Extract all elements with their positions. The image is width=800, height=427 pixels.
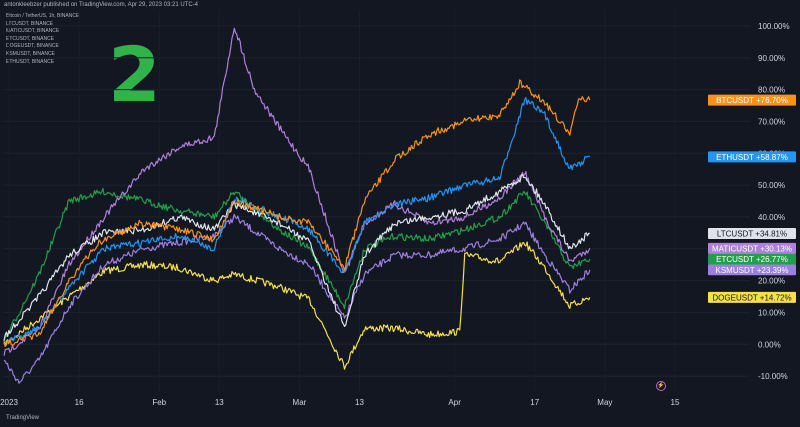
y-tick-label: 80.00% xyxy=(758,86,785,95)
series-tag-btcusdt: BTCUSDT +76.70% xyxy=(708,94,796,106)
series-tag-text: ETCUSDT +26.77% xyxy=(716,255,788,264)
series-tag-text: BTCUSDT +76.70% xyxy=(716,96,788,105)
series-tag-bg xyxy=(708,264,796,276)
series-line-ltcusdt xyxy=(3,174,590,341)
x-tick-label: 17 xyxy=(530,398,539,407)
series-line-btcusdt xyxy=(3,79,591,347)
y-axis-labels: 100.00%90.00%80.00%70.00%60.00%50.00%40.… xyxy=(758,22,790,381)
series-line-etcusdt xyxy=(3,187,591,343)
y-tick-label: 100.00% xyxy=(758,22,790,31)
series-tag-ltcusdt: LTCUSDT +34.81% xyxy=(708,227,796,239)
x-tick-label: 13 xyxy=(355,398,364,407)
series-tag-bg xyxy=(708,151,796,163)
y-tick-label: -10.00% xyxy=(758,372,788,381)
series-tag-text: MATICUSDT +30.13% xyxy=(712,244,792,253)
series-tag-dogeusdt: DOGEUSDT +14.72% xyxy=(708,291,796,303)
series-tag-text: DOGEUSDT +14.72% xyxy=(712,293,791,302)
series-line-ksmusdt xyxy=(3,213,591,384)
symbol-legend: Bitcoin / TetherUS, 1h, BINANCE LTCUSDT,… xyxy=(6,13,79,66)
series-tag-text: ETHUSDT +58.87% xyxy=(716,153,788,162)
series-lines xyxy=(3,27,591,384)
y-tick-label: 0.00% xyxy=(758,340,781,349)
series-tag-bg xyxy=(708,253,796,265)
y-tick-label: 50.00% xyxy=(758,181,785,190)
legend-item[interactable]: ETHUSDT, BINANCE xyxy=(6,58,55,65)
y-tick-label: 20.00% xyxy=(758,277,785,286)
legend-item[interactable]: KSMUSDT, BINANCE xyxy=(6,50,55,57)
y-tick-label: 90.00% xyxy=(758,54,785,63)
series-line-ethusdt xyxy=(3,96,591,346)
series-tag-maticusdt: MATICUSDT +30.13% xyxy=(708,242,796,254)
x-tick-label: 16 xyxy=(75,398,84,407)
lightning-icon[interactable]: ⚡ xyxy=(656,381,666,391)
legend-item[interactable]: MATICUSDT, BINANCE xyxy=(6,28,60,35)
series-tags: DOGEUSDT +14.72% KSMUSDT +23.39% ETCUSDT +… xyxy=(708,94,796,303)
series-tag-bg xyxy=(708,227,796,239)
publisher-line: antonkleebzer published on TradingView.c… xyxy=(4,2,199,8)
series-line-maticusdt xyxy=(3,27,591,356)
overlay-number: 2 xyxy=(108,30,161,119)
x-tick-label: May xyxy=(597,398,612,407)
series-tag-text: KSMUSDT +23.39% xyxy=(716,266,789,275)
y-tick-label: 10.00% xyxy=(758,308,785,317)
x-tick-label: 15 xyxy=(671,398,680,407)
y-tick-label: 40.00% xyxy=(758,213,785,222)
series-tag-bg xyxy=(708,94,796,106)
legend-item[interactable]: ETCUSDT, BINANCE xyxy=(6,35,55,42)
y-tick-label: 70.00% xyxy=(758,117,785,126)
x-tick-label: 13 xyxy=(215,398,224,407)
series-tag-ksmusdt: KSMUSDT +23.39% xyxy=(708,264,796,276)
series-tag-text: LTCUSDT +34.81% xyxy=(717,229,787,238)
series-tag-etcusdt: ETCUSDT +26.77% xyxy=(708,253,796,265)
series-tag-ethusdt: ETHUSDT +58.87% xyxy=(708,151,796,163)
x-tick-label: Apr xyxy=(448,398,461,407)
x-tick-label: 2023 xyxy=(0,398,18,407)
legend-item[interactable]: Bitcoin / TetherUS, 1h, BINANCE xyxy=(6,13,80,19)
series-tag-bg xyxy=(708,291,796,303)
legend-item[interactable]: LTCUSDT, BINANCE xyxy=(6,20,54,27)
tradingview-brand: TradingView xyxy=(6,415,40,421)
legend-item[interactable]: DOGEUSDT, BINANCE xyxy=(6,43,59,50)
x-tick-label: Mar xyxy=(293,398,307,407)
series-tag-bg xyxy=(708,242,796,254)
x-axis-labels: 2023 16 Feb 13 Mar 13 Apr 17 May 15 xyxy=(0,398,680,407)
x-tick-label: Feb xyxy=(152,398,166,407)
series-line-dogeusdt xyxy=(3,241,591,370)
